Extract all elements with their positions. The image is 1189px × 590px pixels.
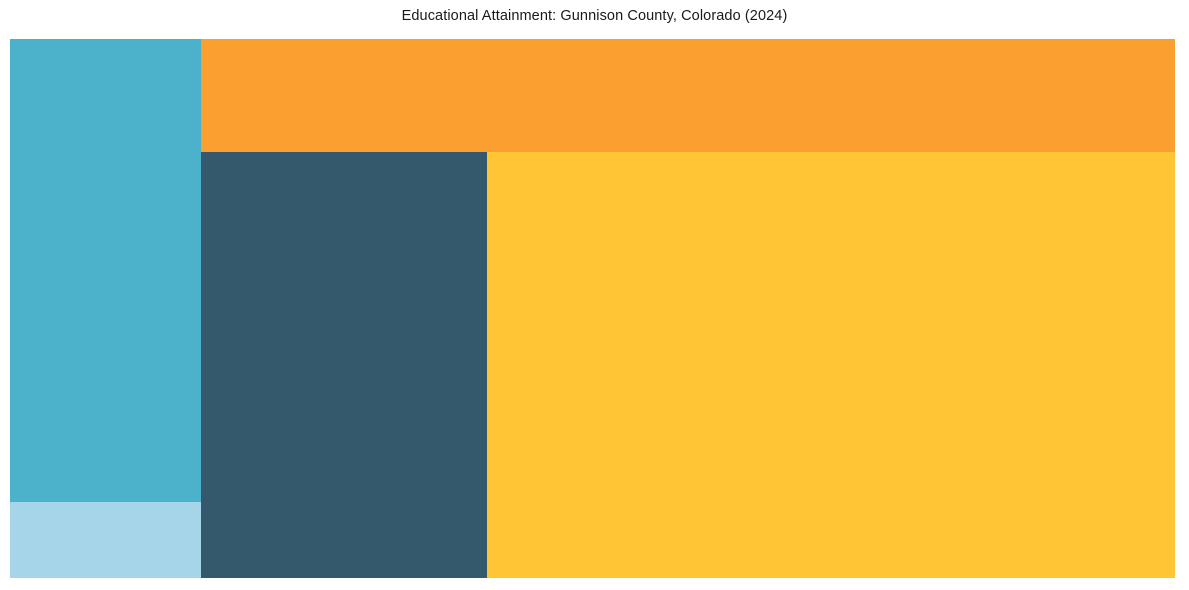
treemap-tile-high-school-graduate[interactable]: High school graduate xyxy=(10,39,201,502)
treemap-tile-graduate-or-professional-degree[interactable]: Graduate or professional degree xyxy=(487,152,1175,578)
treemap-plot-area: Bachelor's degree Graduate or profession… xyxy=(10,39,1175,578)
treemap-tile-bachelors-degree[interactable]: Bachelor's degree xyxy=(201,39,1175,152)
treemap-tile-some-college-or-associates-degree[interactable]: Some college or associate's degree xyxy=(201,152,487,578)
treemap-tile-less-than-high-school[interactable]: Less than high school xyxy=(10,502,201,578)
chart-title: Educational Attainment: Gunnison County,… xyxy=(401,8,788,24)
